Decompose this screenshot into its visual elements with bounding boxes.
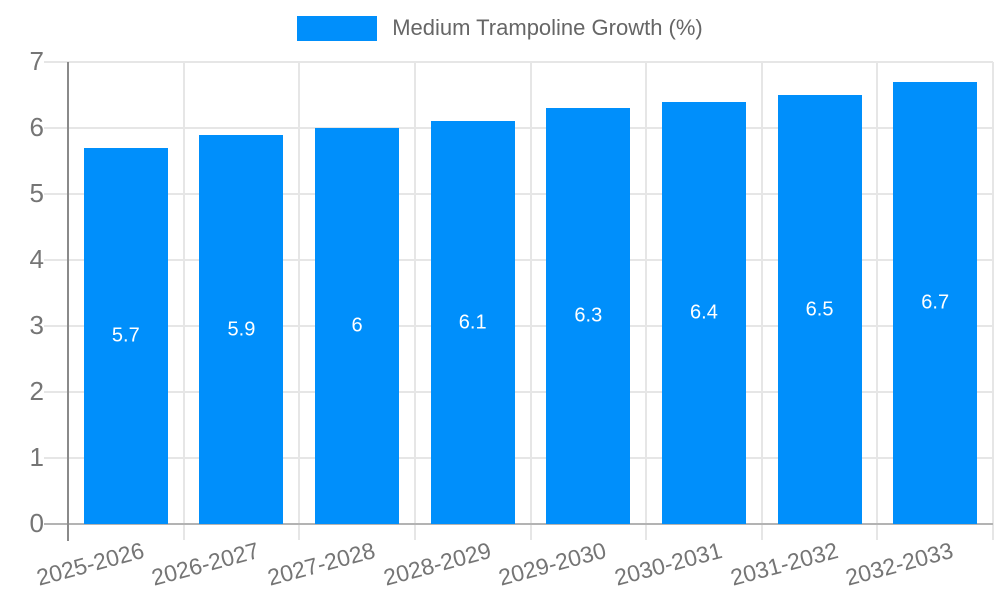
y-axis-tick-label: 4 — [29, 243, 44, 274]
gridline-vertical — [413, 62, 416, 540]
x-axis-tick-label: 2031-2032 — [727, 537, 841, 591]
gridline-vertical — [645, 62, 648, 540]
gridline-vertical — [529, 62, 532, 540]
bar-value-label: 6 — [351, 314, 363, 337]
bar-2029-2030[interactable] — [546, 108, 630, 524]
gridline-horizontal — [44, 391, 993, 393]
bar-2026-2027[interactable] — [199, 135, 283, 524]
bar-2028-2029[interactable] — [431, 121, 515, 524]
x-axis-tick-label: 2029-2030 — [496, 537, 610, 591]
x-axis-tick-label: 2028-2029 — [380, 537, 494, 591]
y-axis-line — [67, 62, 69, 541]
x-axis-tick-label: 2025-2026 — [33, 537, 147, 591]
gridline-vertical — [876, 62, 879, 540]
gridline-horizontal — [44, 457, 993, 459]
y-axis-tick-label: 0 — [29, 507, 44, 538]
y-axis-tick-label: 1 — [29, 441, 44, 472]
x-axis-baseline — [44, 523, 993, 525]
y-axis-tick-label: 6 — [29, 111, 44, 142]
y-axis-tick-label: 2 — [29, 375, 44, 406]
x-axis-tick-label: 2027-2028 — [264, 537, 378, 591]
legend: Medium Trampoline Growth (%) — [0, 15, 1000, 41]
bar-value-label: 6.7 — [921, 291, 950, 314]
legend-label: Medium Trampoline Growth (%) — [392, 15, 703, 40]
bar-2031-2032[interactable] — [778, 95, 862, 524]
bar-value-label: 6.5 — [805, 298, 834, 320]
bar-value-label: 6.1 — [458, 311, 487, 333]
gridline-horizontal — [44, 259, 993, 261]
y-axis-tick-label: 5 — [29, 177, 44, 208]
bar-2025-2026[interactable] — [84, 148, 168, 524]
x-axis-tick-label: 2030-2031 — [611, 537, 725, 591]
gridline-horizontal — [44, 61, 993, 63]
y-axis-tick-label: 3 — [29, 309, 44, 340]
y-axis-tick-label: 7 — [29, 45, 44, 76]
bar-2032-2033[interactable] — [893, 82, 977, 524]
bar-value-label: 6.3 — [574, 304, 603, 327]
gridline-vertical — [182, 62, 185, 540]
bar-2030-2031[interactable] — [662, 102, 746, 524]
gridline-horizontal — [44, 325, 993, 327]
gridline-horizontal — [44, 193, 993, 195]
legend-swatch — [297, 15, 378, 41]
gridline-vertical — [992, 62, 994, 540]
gridline-horizontal — [44, 127, 993, 129]
x-axis-tick-label: 2032-2033 — [842, 537, 956, 591]
x-axis-tick-label: 2026-2027 — [149, 537, 263, 591]
bar-value-label: 6.4 — [690, 301, 718, 324]
gridline-vertical — [760, 62, 763, 540]
bar-value-label: 5.9 — [227, 318, 256, 340]
gridline-vertical — [298, 62, 301, 540]
bar-2027-2028[interactable] — [315, 128, 399, 524]
bar-value-label: 5.7 — [111, 324, 140, 347]
